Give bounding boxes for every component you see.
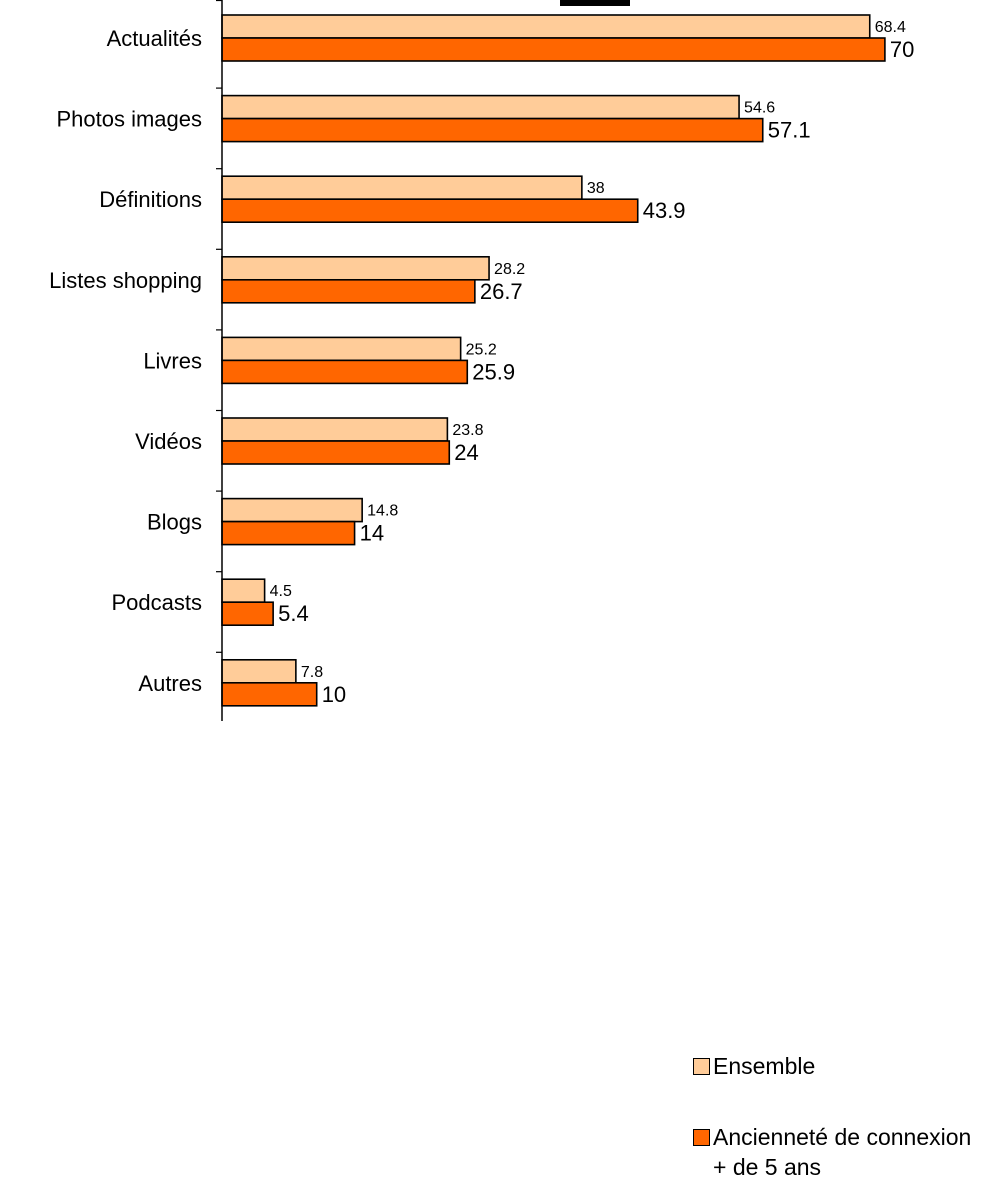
category-label-definitions: Définitions: [99, 187, 202, 212]
value-labels: 68.470 54.657.1 38 43.9 28.226.7 25.225.9 23.8…: [270, 19, 915, 707]
value-label-anciennete-actualites: 70: [890, 37, 914, 62]
value-label-anciennete-definitions: 43.9: [643, 198, 686, 223]
bar-ensemble-listes-shopping: [221, 255, 490, 281]
category-label-photos-images: Photos images: [56, 107, 202, 132]
category-label-actualites: Actualités: [107, 26, 202, 51]
value-label-anciennete-listes-shopping: 26.7: [480, 279, 523, 304]
bar-ensemble-blogs: [221, 497, 363, 523]
bar-anciennete-de-connex-podcasts: [221, 601, 274, 627]
value-label-anciennete-blogs: 14: [360, 521, 384, 546]
value-label-ensemble-podcasts: 4.5: [270, 583, 292, 600]
value-label-ensemble-videos: 23.8: [452, 422, 483, 439]
value-label-ensemble-listes-shopping: 28.2: [494, 261, 525, 278]
category-label-autres: Autres: [138, 671, 202, 696]
legend-swatch-anciennete: [693, 1129, 710, 1146]
legend-label-ensemble: Ensemble: [713, 1053, 816, 1079]
value-label-anciennete-videos: 24: [454, 440, 478, 465]
value-label-anciennete-autres: 10: [322, 682, 346, 707]
bar-chart: Actualités Photos images Définitions Listes…: [49, 0, 971, 1180]
category-label-listes-shopping: Listes shopping: [49, 268, 202, 293]
bar-anciennete-de-connex-livres: [221, 359, 469, 385]
value-label-anciennete-podcasts: 5.4: [278, 601, 309, 626]
bar-anciennete-de-connex-autres: [221, 681, 318, 707]
bar-anciennete-de-connex-blogs: [221, 520, 356, 546]
value-label-ensemble-livres: 25.2: [466, 341, 497, 358]
category-labels: Actualités Photos images Définitions Listes…: [49, 26, 202, 696]
category-label-livres: Livres: [143, 348, 202, 373]
bar-ensemble-videos: [221, 417, 449, 442]
bar-ensemble-podcasts: [221, 578, 266, 604]
bar-anciennete-de-connex-photos-images: [221, 117, 764, 143]
bar-ensemble-definitions: [221, 175, 583, 200]
category-label-blogs: Blogs: [147, 510, 202, 535]
bar-anciennete-de-connex-videos: [221, 440, 451, 465]
value-label-anciennete-photos-images: 57.1: [768, 118, 811, 143]
value-label-ensemble-actualites: 68.4: [875, 19, 906, 36]
bar-anciennete-de-connex-actualites: [221, 37, 886, 62]
value-label-ensemble-autres: 7.8: [301, 664, 323, 681]
ticks-layer: [216, 0, 222, 734]
chart-svg: Actualités Photos images Définitions Listes…: [49, 0, 915, 734]
bar-ensemble-photos-images: [221, 94, 740, 120]
bars-layer: [221, 14, 886, 707]
bar-anciennete-de-connex-listes-shopping: [221, 278, 476, 304]
category-label-videos: Vidéos: [135, 429, 202, 454]
bar-ensemble-autres: [221, 658, 297, 684]
value-label-ensemble-definitions: 38: [587, 180, 605, 197]
value-label-anciennete-livres: 25.9: [472, 359, 515, 384]
bar-anciennete-de-connex-definitions: [221, 198, 639, 223]
bar-ensemble-actualites: [221, 14, 871, 39]
category-label-podcasts: Podcasts: [112, 590, 203, 615]
legend-swatch-ensemble: [693, 1058, 710, 1075]
cropped-title-fragment: [560, 0, 630, 6]
value-label-ensemble-photos-images: 54.6: [744, 100, 775, 117]
bar-ensemble-livres: [221, 336, 462, 362]
value-label-ensemble-blogs: 14.8: [367, 503, 398, 520]
legend-label-anciennete: Ancienneté de connexion + de 5 ans: [713, 1124, 972, 1180]
